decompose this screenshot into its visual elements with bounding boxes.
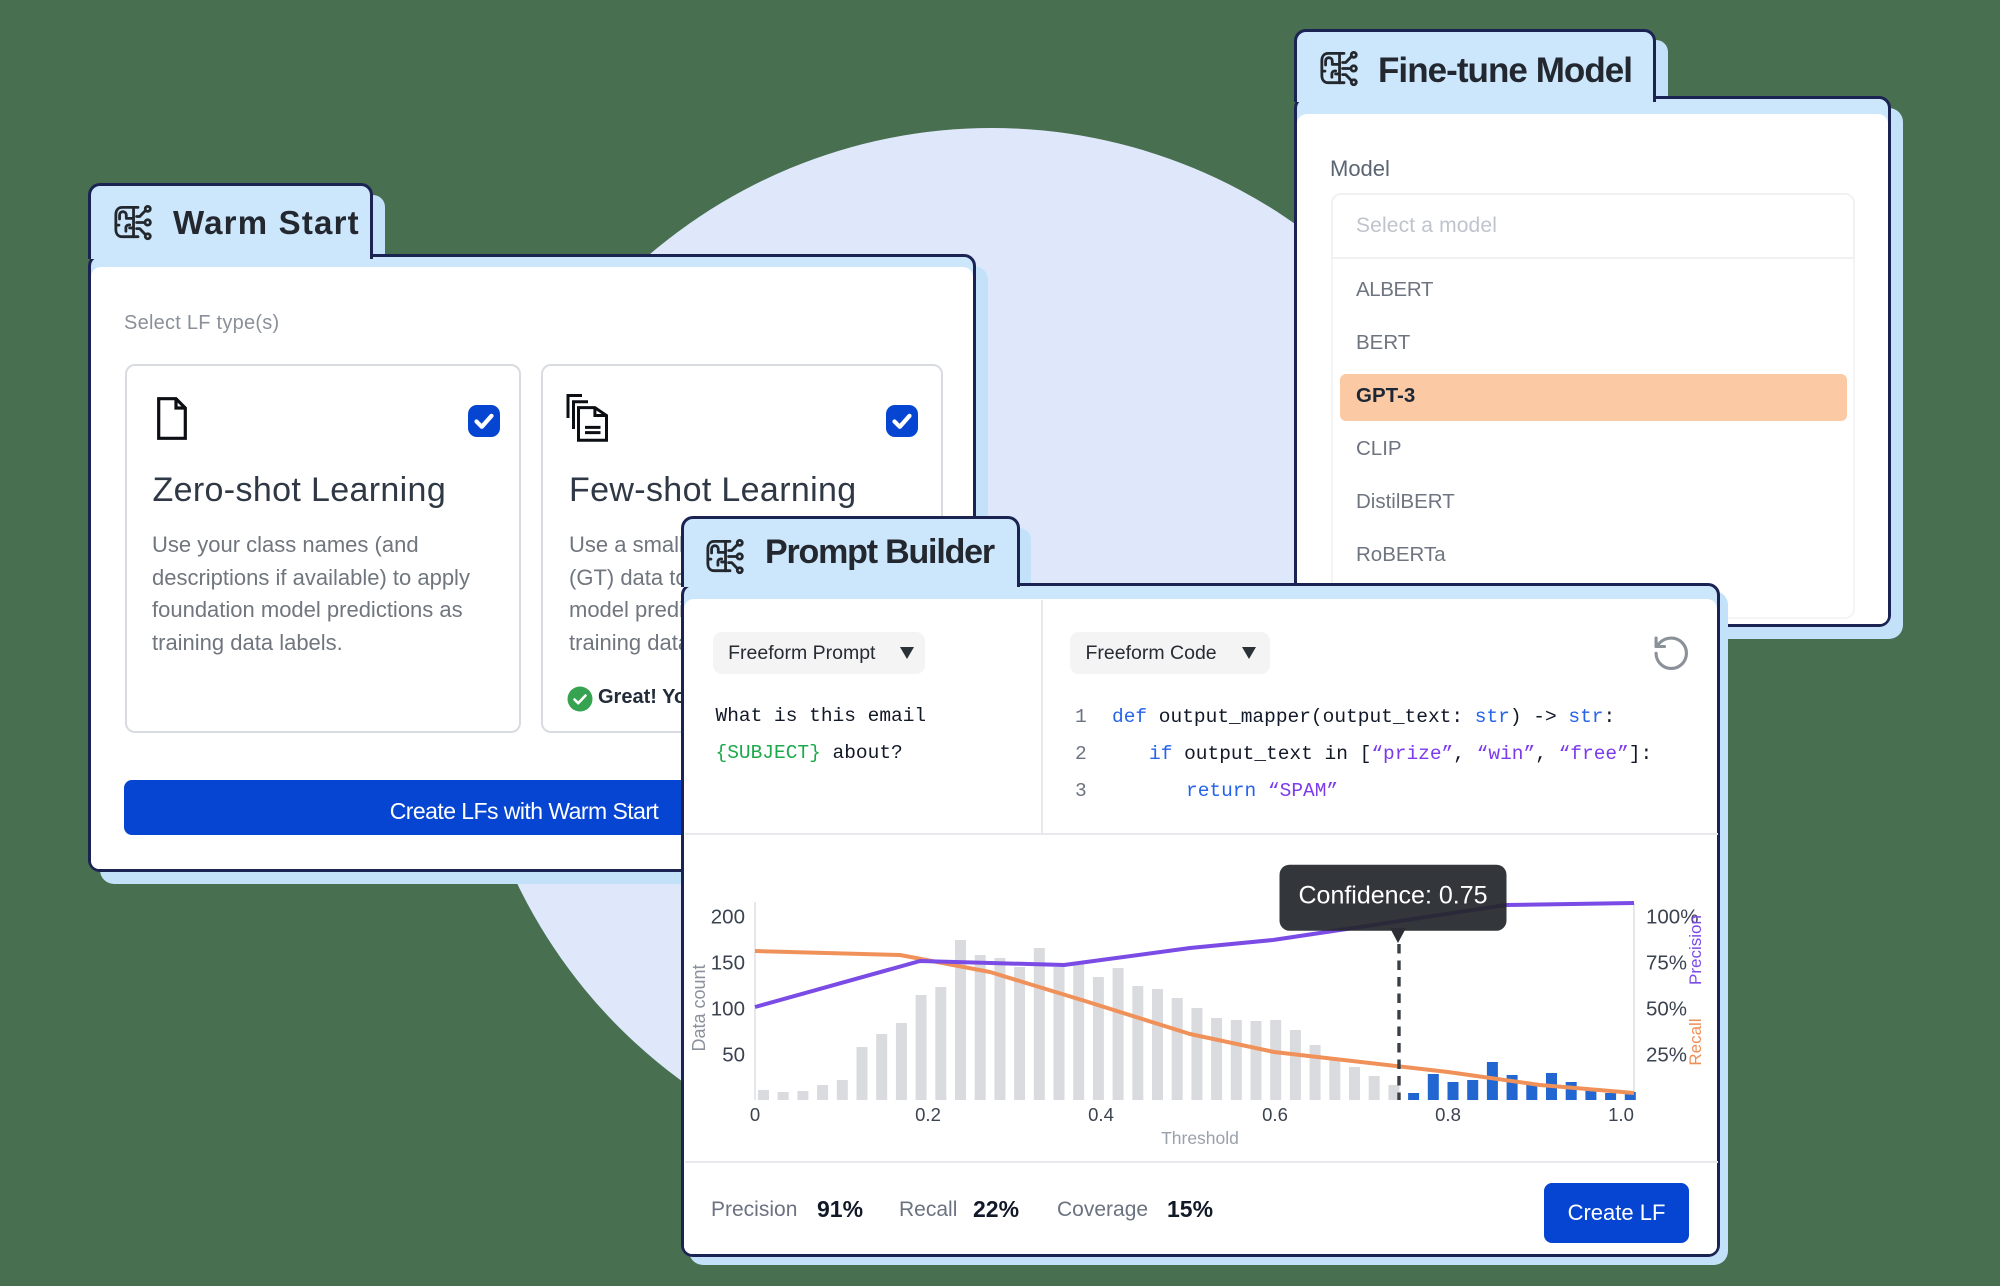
svg-text:0: 0 — [750, 1104, 760, 1125]
svg-text:100%: 100% — [1646, 906, 1698, 929]
svg-text:100: 100 — [711, 998, 745, 1021]
svg-text:0.4: 0.4 — [1088, 1104, 1114, 1125]
svg-text:150: 150 — [711, 952, 745, 975]
svg-text:200: 200 — [711, 906, 745, 929]
svg-text:Recall: Recall — [1686, 1018, 1705, 1065]
svg-text:50%: 50% — [1646, 998, 1687, 1021]
svg-text:0.8: 0.8 — [1435, 1104, 1461, 1125]
svg-text:Precision: Precision — [1686, 915, 1705, 985]
svg-text:50: 50 — [722, 1044, 745, 1067]
svg-text:75%: 75% — [1646, 952, 1687, 975]
svg-text:0.2: 0.2 — [915, 1104, 941, 1125]
svg-text:Confidence: 0.75: Confidence: 0.75 — [1298, 882, 1487, 910]
svg-text:Threshold: Threshold — [1161, 1128, 1239, 1148]
svg-text:Data count: Data count — [689, 964, 709, 1051]
svg-text:1.0: 1.0 — [1608, 1104, 1634, 1125]
svg-text:25%: 25% — [1646, 1044, 1687, 1067]
svg-text:0.6: 0.6 — [1262, 1104, 1288, 1125]
